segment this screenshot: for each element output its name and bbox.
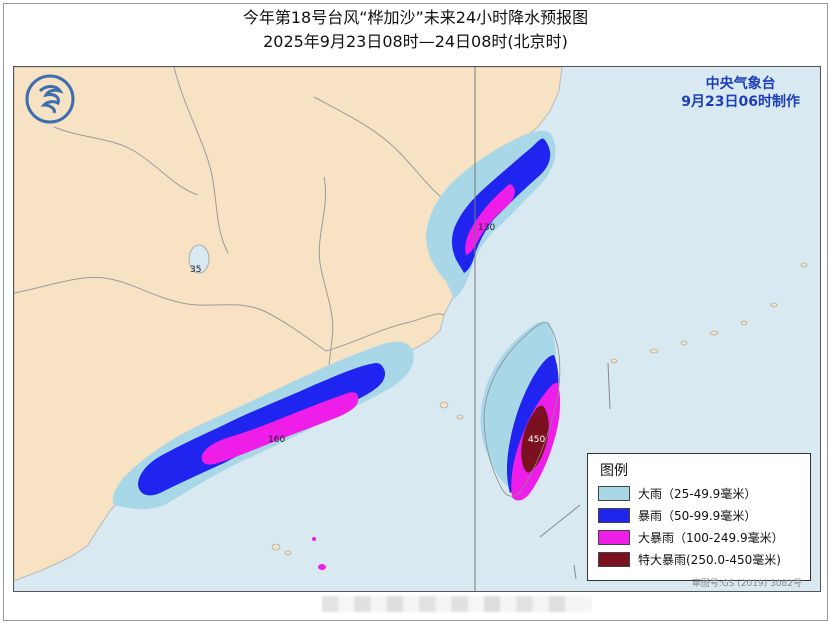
map-canvas xyxy=(14,67,808,591)
rainfall-map: 中央气象台 9月23日06时制作 35 130 160 450 图例 大雨（25… xyxy=(13,66,821,592)
legend-swatch xyxy=(598,485,630,501)
cma-logo xyxy=(24,73,76,125)
mainland-land xyxy=(14,67,563,582)
legend-item-extreme-rainstorm: 特大暴雨(250.0-450毫米) xyxy=(598,550,781,568)
heavy-rainstorm-zone-north xyxy=(465,184,515,255)
islands xyxy=(271,262,808,556)
redacted-watermark-bar xyxy=(322,596,592,612)
legend-item-rainstorm: 暴雨（50-99.9毫米） xyxy=(598,506,756,524)
lake xyxy=(188,244,210,274)
taiwan-island-outline xyxy=(483,322,561,497)
heavy-rain-zone-taiwan xyxy=(480,321,556,487)
legend-item-heavy-rainstorm: 大暴雨（100-249.9毫米） xyxy=(598,528,784,546)
offshore-rain-specks xyxy=(312,537,326,570)
legend-swatch xyxy=(598,551,630,567)
title-block: 今年第18号台风“桦加沙”未来24小时降水预报图 2025年9月23日08时—2… xyxy=(0,6,831,54)
heavy-rainstorm-zone-south xyxy=(201,392,359,465)
lake-label: 35 xyxy=(190,265,202,275)
legend-swatch xyxy=(598,529,630,545)
taiwan-max-label: 450 xyxy=(528,435,546,445)
map-subtitle: 2025年9月23日08时—24日08时(北京时) xyxy=(263,32,568,51)
legend-label: 大雨（25-49.9毫米） xyxy=(638,486,757,501)
maritime-boundary-lines xyxy=(539,362,611,580)
agency-block: 中央气象台 9月23日06时制作 xyxy=(681,75,800,111)
extreme-rainstorm-zone-taiwan xyxy=(521,405,549,473)
legend-item-heavy-rain: 大雨（25-49.9毫米） xyxy=(598,484,756,502)
legend-title: 图例 xyxy=(600,463,628,479)
map-title: 今年第18号台风“桦加沙”未来24小时降水预报图 xyxy=(242,8,589,27)
agency-name: 中央气象台 xyxy=(705,76,776,92)
legend-label: 特大暴雨(250.0-450毫米) xyxy=(638,552,781,567)
legend-swatch xyxy=(598,507,630,523)
legend-label: 大暴雨（100-249.9毫米） xyxy=(638,530,784,545)
legend-label: 暴雨（50-99.9毫米） xyxy=(638,508,757,523)
legend: 图例 大雨（25-49.9毫米） 暴雨（50-99.9毫米） 大暴雨（100-2… xyxy=(587,453,811,581)
issue-time: 9月23日06时制作 xyxy=(681,94,800,110)
approval-number: 审图号:GS (2019) 3082号 xyxy=(691,579,802,589)
north-max-label: 130 xyxy=(478,223,496,233)
guangdong-max-label: 160 xyxy=(268,435,286,445)
